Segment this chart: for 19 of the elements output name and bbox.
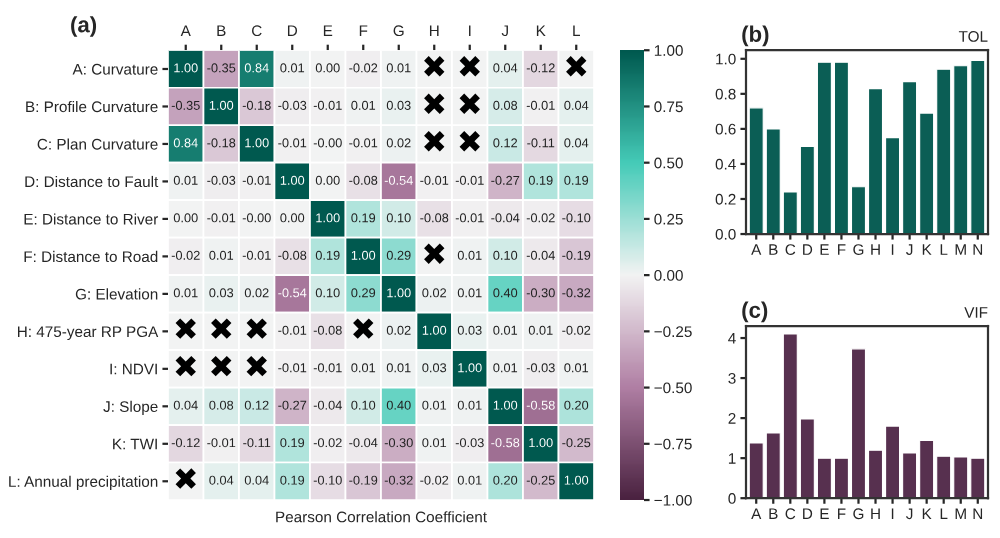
data-label: ✖ — [175, 355, 196, 377]
data-label: ✖ — [424, 131, 445, 152]
data-label: ✖ — [246, 355, 267, 377]
data-label: ✖ — [424, 56, 445, 77]
data-label: ✖ — [211, 355, 232, 377]
data-label: ✖ — [353, 318, 374, 339]
data-label: ✖ — [424, 243, 445, 264]
data-label: ✖ — [459, 93, 480, 114]
data-label: ✖ — [459, 56, 480, 77]
data-label: ✖ — [175, 318, 196, 339]
chart-title: (c) — [742, 301, 768, 323]
data-label: ✖ — [246, 318, 267, 339]
chart-title: (b) — [742, 25, 769, 47]
data-label: ✖ — [175, 468, 196, 489]
data-label: ✖ — [566, 56, 587, 77]
chart-title: (a) — [71, 16, 97, 37]
data-label: ✖ — [211, 318, 232, 339]
data-label: ✖ — [459, 131, 480, 152]
data-label: ✖ — [424, 93, 445, 114]
